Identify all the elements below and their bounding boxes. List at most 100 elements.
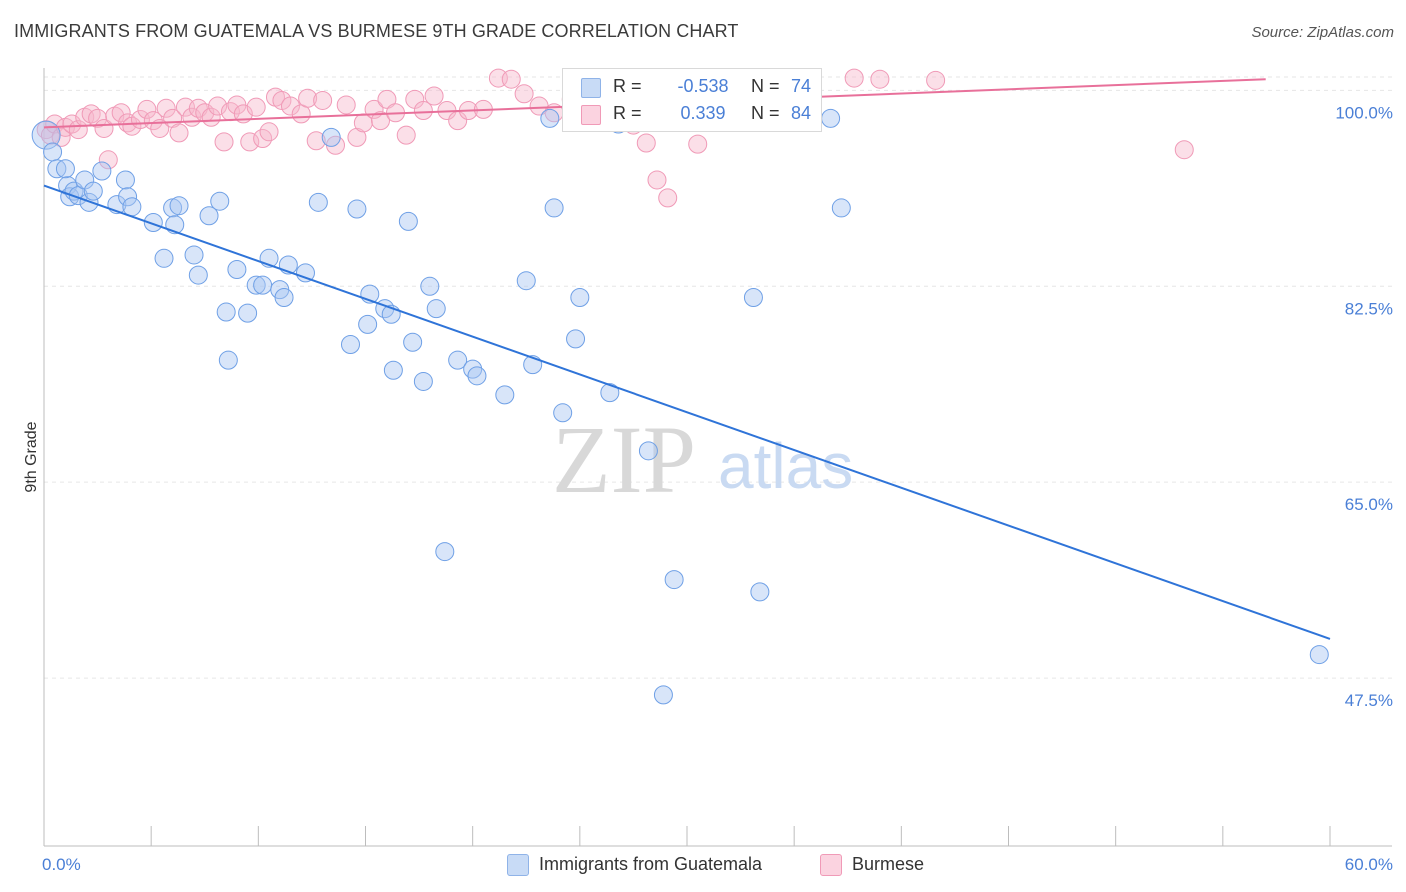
guatemala-point: [184, 245, 204, 265]
burmese-point: [647, 170, 667, 190]
burmese-point: [156, 98, 176, 118]
guatemala-point: [253, 275, 273, 295]
guatemala-point: [274, 287, 294, 307]
y-tick-label: 47.5%: [1345, 691, 1393, 710]
burmese-point: [870, 69, 890, 89]
burmese-point: [658, 188, 678, 208]
gridlines: [44, 76, 1392, 679]
burmese-point: [240, 132, 260, 152]
guatemala-point: [216, 302, 236, 322]
x-tick-label-min: 0.0%: [42, 855, 81, 874]
legend-n-value: 84: [791, 103, 812, 123]
guatemala-point: [340, 334, 360, 354]
guatemala-point: [199, 206, 219, 226]
burmese-point: [246, 97, 266, 117]
guatemala-point: [383, 360, 403, 380]
legend-r-label: R =: [613, 103, 642, 123]
y-tick-label: 65.0%: [1345, 495, 1393, 514]
y-tick-labels: 47.5% 65.0% 82.5% 100.0%: [1335, 103, 1393, 710]
guatemala-point: [246, 275, 266, 295]
guatemala-point: [308, 192, 328, 212]
guatemala-point: [227, 259, 247, 279]
guatemala-point: [544, 198, 564, 218]
guatemala-point: [358, 314, 378, 334]
burmese-point: [298, 88, 318, 108]
series-legend: Immigrants from Guatemala Burmese: [0, 852, 1406, 878]
guatemala-point: [467, 366, 487, 386]
guatemala-point: [43, 142, 63, 162]
guatemala-point: [495, 385, 515, 405]
burmese-point: [377, 89, 397, 109]
guatemala-point: [92, 161, 112, 181]
burmese-point: [313, 90, 333, 110]
stats-legend: R = -0.538 N = 74 R = 0.339 N = 84: [562, 68, 822, 132]
burmese-point: [636, 133, 656, 153]
guatemala-point: [553, 403, 573, 423]
burmese-point: [688, 134, 708, 154]
burmese-point: [51, 127, 71, 147]
legend-label-guatemala: Immigrants from Guatemala: [539, 854, 763, 874]
legend-swatch-burmese: [820, 854, 842, 876]
guatemala-point: [420, 276, 440, 296]
guatemala-point: [398, 211, 418, 231]
legend-r-value: 0.339: [680, 103, 726, 123]
guatemala-point: [122, 197, 142, 217]
guatemala-point: [347, 199, 367, 219]
guatemala-point: [750, 582, 770, 602]
watermark: ZIP atlas: [552, 406, 853, 513]
guatemala-point: [154, 248, 174, 268]
legend-swatch-guatemala: [581, 78, 601, 98]
burmese-point: [137, 99, 157, 119]
burmese-point: [844, 68, 864, 88]
burmese-point: [371, 111, 391, 131]
legend-r-label: R =: [613, 76, 642, 96]
guatemala-point: [821, 108, 841, 128]
legend-n-label: N =: [751, 76, 780, 96]
burmese-point: [143, 111, 163, 131]
burmese-point: [336, 95, 356, 115]
guatemala-point: [664, 570, 684, 590]
guatemala-point: [118, 187, 138, 207]
x-ticks: [43, 826, 1331, 846]
burmese-point: [259, 122, 279, 142]
guatemala-point: [516, 271, 536, 291]
y-tick-label: 82.5%: [1345, 299, 1393, 318]
burmese-point: [169, 123, 189, 143]
guatemala-point: [831, 198, 851, 218]
burmese-point: [306, 131, 326, 151]
guatemala-point: [188, 265, 208, 285]
guatemala-point: [435, 542, 455, 562]
legend-swatch-burmese: [581, 105, 601, 125]
burmese-point: [1174, 140, 1194, 160]
guatemala-point: [540, 108, 560, 128]
guatemala-point: [169, 196, 189, 216]
burmese-point: [111, 103, 131, 123]
guatemala-point: [31, 120, 61, 150]
guatemala-point: [600, 383, 620, 403]
legend-n-label: N =: [751, 103, 780, 123]
legend-label-burmese: Burmese: [852, 854, 925, 874]
guatemala-trend-line: [43, 184, 1331, 640]
burmese-point: [88, 108, 108, 128]
burmese-point: [280, 96, 300, 116]
burmese-point: [514, 84, 534, 104]
x-tick-label-max: 60.0%: [1345, 855, 1393, 874]
legend-swatch-guatemala: [507, 854, 529, 876]
chart-title: IMMIGRANTS FROM GUATEMALA VS BURMESE 9TH…: [14, 21, 739, 41]
guatemala-point: [743, 287, 763, 307]
burmese-point: [208, 96, 228, 116]
legend-n-value: 74: [791, 76, 812, 96]
guatemala-point: [143, 212, 163, 232]
watermark-atlas: atlas: [718, 430, 853, 502]
burmese-point: [926, 70, 946, 90]
guatemala-point: [426, 299, 446, 319]
guatemala-point: [218, 350, 238, 370]
guatemala-point: [321, 127, 341, 147]
guatemala-point: [638, 441, 658, 461]
burmese-point: [214, 132, 234, 152]
guatemala-point: [448, 350, 468, 370]
burmese-point: [413, 101, 433, 121]
burmese-point: [396, 125, 416, 145]
legend-r-value: -0.538: [677, 76, 729, 96]
